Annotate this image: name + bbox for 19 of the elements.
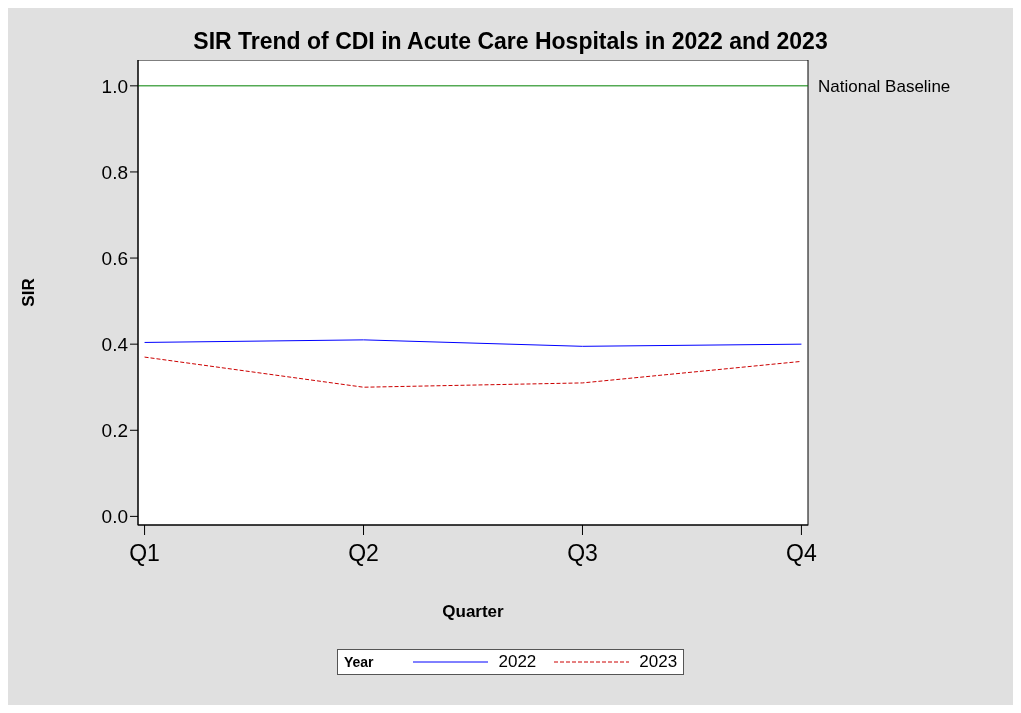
legend-label: 2022 xyxy=(498,652,537,672)
legend-title: Year xyxy=(343,654,374,670)
x-tick-label: Q4 xyxy=(786,540,817,567)
x-axis-title: Quarter xyxy=(442,602,505,622)
x-tick-label: Q2 xyxy=(348,540,379,567)
y-tick-label: 1.0 xyxy=(101,75,128,97)
chart-title: SIR Trend of CDI in Acute Care Hospitals in 2022 and 2023 xyxy=(192,27,829,56)
ref-line-label: National Baseline xyxy=(818,76,951,96)
x-tick-label: Q1 xyxy=(129,540,160,567)
line-series xyxy=(144,339,802,347)
y-tick-label: 0.4 xyxy=(101,333,129,355)
y-tick-label: 0.8 xyxy=(101,161,128,183)
y-tick-label: 0.0 xyxy=(101,506,128,528)
y-axis-title: SIR xyxy=(19,278,39,307)
legend-label: 2023 xyxy=(639,652,678,672)
line-series xyxy=(144,356,802,388)
y-tick-label: 0.6 xyxy=(101,247,128,269)
y-tick-label: 0.2 xyxy=(101,420,128,442)
x-tick-label: Q3 xyxy=(567,540,598,567)
